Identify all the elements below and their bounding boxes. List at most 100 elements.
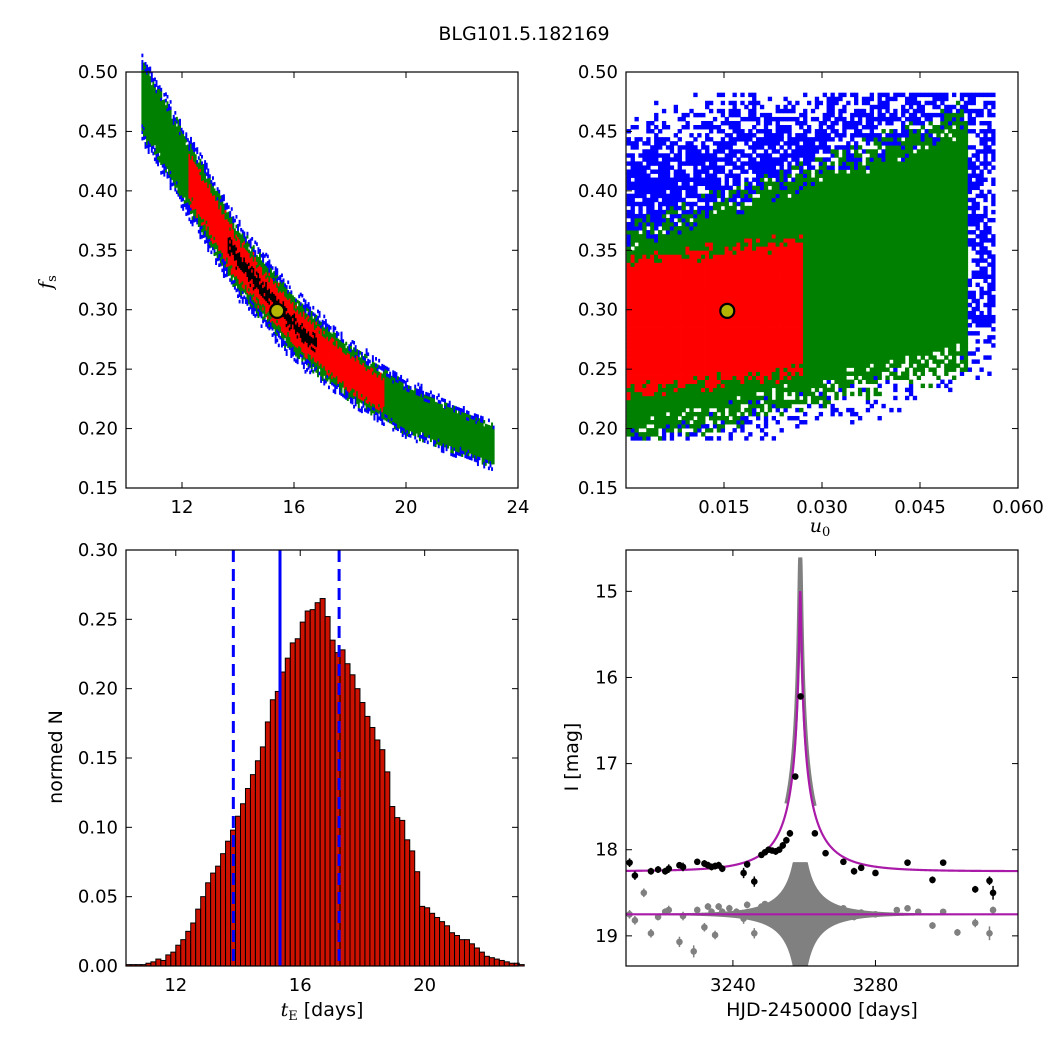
posterior-cell	[219, 205, 222, 209]
posterior-cell	[626, 391, 631, 397]
posterior-cell	[423, 436, 426, 440]
posterior-cell	[327, 343, 330, 348]
posterior-cell	[478, 437, 481, 442]
posterior-cell	[158, 130, 161, 134]
posterior-cell	[650, 375, 655, 381]
posterior-cell	[230, 232, 233, 237]
posterior-cell	[204, 192, 207, 196]
posterior-cell	[172, 143, 175, 148]
posterior-cell	[244, 284, 247, 289]
posterior-cell	[354, 377, 357, 381]
posterior-cell	[456, 432, 459, 437]
posterior-cell	[630, 436, 635, 441]
posterior-cell	[315, 340, 318, 344]
posterior-cell	[387, 373, 390, 378]
posterior-cell	[197, 194, 200, 199]
posterior-cell	[257, 266, 260, 271]
posterior-cell	[153, 96, 156, 101]
posterior-cell	[147, 137, 150, 142]
posterior-cell	[324, 322, 327, 326]
posterior-cell	[288, 304, 291, 309]
posterior-cell	[163, 166, 166, 171]
posterior-cell	[254, 253, 257, 257]
posterior-cell	[142, 78, 145, 83]
posterior-cell	[630, 383, 635, 389]
posterior-cell	[646, 181, 651, 187]
posterior-cell	[393, 390, 396, 395]
posterior-cell	[183, 180, 186, 185]
posterior-cell	[439, 406, 442, 411]
posterior-cell	[188, 156, 191, 161]
posterior-cell	[155, 105, 158, 110]
posterior-cell	[638, 209, 643, 215]
posterior-cell	[277, 285, 280, 290]
posterior-cell	[634, 355, 639, 360]
posterior-cell	[271, 288, 274, 293]
posterior-cell	[329, 364, 332, 369]
posterior-cell	[661, 318, 667, 324]
posterior-cell	[638, 314, 643, 320]
posterior-cell	[654, 213, 659, 219]
posterior-cell	[382, 374, 385, 379]
posterior-cell	[233, 276, 236, 281]
posterior-cell	[204, 201, 207, 206]
posterior-cell	[168, 123, 171, 127]
posterior-cell	[175, 148, 178, 153]
posterior-cell	[436, 418, 439, 423]
posterior-cell	[429, 403, 432, 407]
posterior-cell	[188, 147, 191, 151]
posterior-cell	[480, 447, 483, 452]
posterior-cell	[447, 444, 450, 449]
posterior-cell	[266, 280, 269, 284]
posterior-cell	[227, 230, 230, 235]
posterior-cell	[180, 150, 183, 154]
posterior-cell	[650, 310, 655, 316]
posterior-cell	[448, 442, 451, 446]
posterior-cell	[200, 167, 203, 172]
posterior-cell	[210, 212, 213, 216]
posterior-cell	[287, 290, 290, 294]
posterior-cell	[205, 188, 208, 192]
posterior-cell	[185, 145, 188, 149]
posterior-cell	[433, 439, 436, 444]
posterior-cell	[295, 336, 298, 341]
posterior-cell	[222, 271, 225, 275]
posterior-cell	[661, 363, 667, 368]
posterior-cell	[327, 347, 330, 351]
posterior-cell	[180, 143, 183, 148]
posterior-cell	[269, 286, 272, 291]
posterior-cell	[634, 306, 639, 312]
posterior-cell	[222, 197, 225, 202]
posterior-cell	[169, 122, 172, 127]
posterior-cell	[658, 266, 663, 271]
posterior-cell	[455, 454, 457, 458]
posterior-cell	[210, 192, 213, 197]
posterior-cell	[179, 195, 181, 200]
posterior-cell	[186, 189, 189, 193]
posterior-cell	[153, 109, 156, 114]
posterior-cell	[642, 169, 647, 174]
posterior-cell	[251, 249, 254, 254]
posterior-cell	[296, 338, 299, 342]
posterior-cell	[343, 375, 346, 380]
posterior-cell	[249, 286, 252, 291]
posterior-cell	[329, 361, 332, 365]
posterior-cell	[646, 318, 651, 324]
posterior-cell	[244, 271, 247, 276]
posterior-cell	[329, 354, 332, 359]
posterior-cell	[326, 371, 329, 376]
posterior-cell	[489, 435, 492, 439]
posterior-cell	[232, 257, 235, 262]
posterior-cell	[414, 416, 417, 421]
posterior-cell	[630, 363, 635, 368]
posterior-cell	[646, 217, 651, 223]
posterior-cell	[197, 162, 200, 167]
posterior-cell	[371, 380, 374, 385]
posterior-cell	[365, 383, 368, 388]
posterior-cell	[315, 365, 318, 370]
posterior-cell	[642, 230, 647, 235]
posterior-cell	[280, 321, 283, 326]
posterior-cell	[368, 369, 371, 373]
posterior-cell	[164, 149, 167, 154]
posterior-cell	[486, 443, 489, 448]
